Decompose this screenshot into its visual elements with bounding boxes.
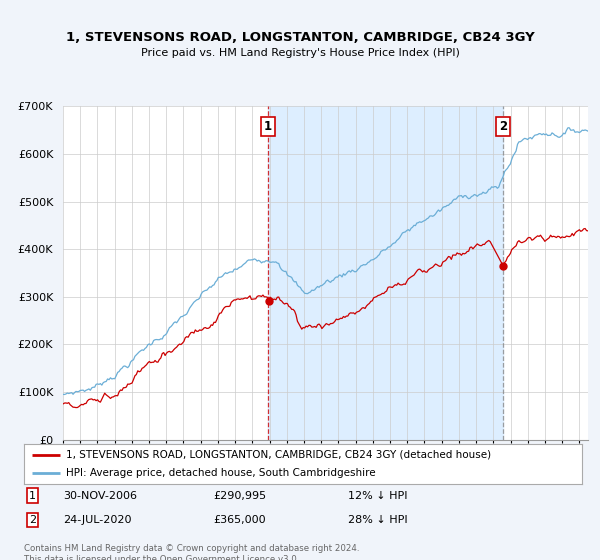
Text: 28% ↓ HPI: 28% ↓ HPI — [347, 515, 407, 525]
Text: 1: 1 — [29, 491, 36, 501]
Text: £365,000: £365,000 — [214, 515, 266, 525]
Text: 1, STEVENSONS ROAD, LONGSTANTON, CAMBRIDGE, CB24 3GY: 1, STEVENSONS ROAD, LONGSTANTON, CAMBRID… — [65, 31, 535, 44]
Text: 2: 2 — [499, 120, 508, 133]
Text: 30-NOV-2006: 30-NOV-2006 — [63, 491, 137, 501]
Text: HPI: Average price, detached house, South Cambridgeshire: HPI: Average price, detached house, Sout… — [66, 468, 376, 478]
Text: 2: 2 — [29, 515, 36, 525]
Text: 12% ↓ HPI: 12% ↓ HPI — [347, 491, 407, 501]
Text: 24-JUL-2020: 24-JUL-2020 — [63, 515, 131, 525]
Text: 1: 1 — [264, 120, 272, 133]
Text: Price paid vs. HM Land Registry's House Price Index (HPI): Price paid vs. HM Land Registry's House … — [140, 48, 460, 58]
Text: 1, STEVENSONS ROAD, LONGSTANTON, CAMBRIDGE, CB24 3GY (detached house): 1, STEVENSONS ROAD, LONGSTANTON, CAMBRID… — [66, 450, 491, 460]
Text: £290,995: £290,995 — [214, 491, 267, 501]
Text: Contains HM Land Registry data © Crown copyright and database right 2024.
This d: Contains HM Land Registry data © Crown c… — [24, 544, 359, 560]
Bar — [268, 106, 503, 440]
